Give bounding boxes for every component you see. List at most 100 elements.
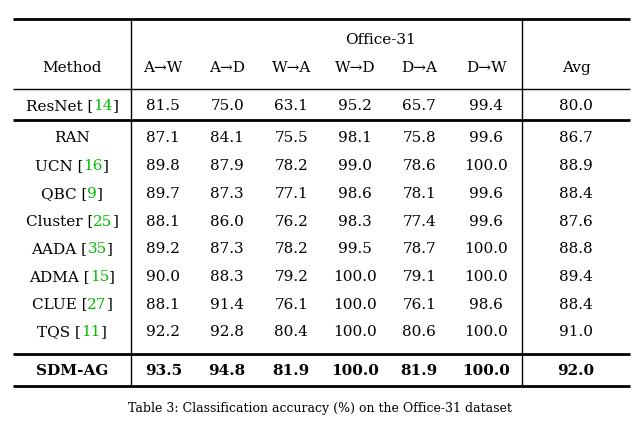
Text: 88.1: 88.1	[147, 298, 180, 311]
Text: 78.2: 78.2	[275, 159, 308, 173]
Text: SDM-AG: SDM-AG	[36, 364, 108, 377]
Text: ADMA [: ADMA [	[29, 270, 90, 284]
Text: ResNet [: ResNet [	[26, 99, 93, 112]
Text: Avg: Avg	[562, 61, 590, 75]
Text: D→W: D→W	[466, 61, 507, 75]
Text: 79.1: 79.1	[403, 270, 436, 284]
Text: 87.1: 87.1	[147, 132, 180, 145]
Text: 98.6: 98.6	[470, 298, 503, 311]
Text: CLUE [: CLUE [	[31, 298, 87, 311]
Text: 78.2: 78.2	[275, 242, 308, 256]
Text: 77.1: 77.1	[275, 187, 308, 201]
Text: W→D: W→D	[335, 61, 376, 75]
Text: 99.6: 99.6	[469, 132, 504, 145]
Text: 84.1: 84.1	[211, 132, 244, 145]
Text: 89.8: 89.8	[147, 159, 180, 173]
Text: 89.4: 89.4	[559, 270, 593, 284]
Text: 16: 16	[84, 159, 103, 173]
Text: 75.5: 75.5	[275, 132, 308, 145]
Text: 76.2: 76.2	[275, 215, 308, 228]
Text: 98.1: 98.1	[339, 132, 372, 145]
Text: 78.7: 78.7	[403, 242, 436, 256]
Text: 99.6: 99.6	[469, 187, 504, 201]
Text: UCN [: UCN [	[35, 159, 84, 173]
Text: D→A: D→A	[401, 61, 437, 75]
Text: 99.6: 99.6	[469, 215, 504, 228]
Text: 87.9: 87.9	[211, 159, 244, 173]
Text: 81.9: 81.9	[273, 364, 310, 377]
Text: 88.3: 88.3	[211, 270, 244, 284]
Text: 100.0: 100.0	[463, 364, 510, 377]
Text: 81.5: 81.5	[147, 99, 180, 112]
Text: 75.8: 75.8	[403, 132, 436, 145]
Text: 100.0: 100.0	[333, 298, 377, 311]
Text: QBC [: QBC [	[41, 187, 88, 201]
Text: 92.8: 92.8	[211, 325, 244, 339]
Text: 87.3: 87.3	[211, 242, 244, 256]
Text: 63.1: 63.1	[275, 99, 308, 112]
Text: A→W: A→W	[143, 61, 183, 75]
Text: 11: 11	[81, 325, 100, 339]
Text: 89.7: 89.7	[147, 187, 180, 201]
Text: 88.8: 88.8	[559, 242, 593, 256]
Text: 100.0: 100.0	[465, 325, 508, 339]
Text: Table 3: Classification accuracy (%) on the Office-31 dataset: Table 3: Classification accuracy (%) on …	[128, 402, 512, 414]
Text: A→D: A→D	[209, 61, 245, 75]
Text: 65.7: 65.7	[403, 99, 436, 112]
Text: 81.9: 81.9	[401, 364, 438, 377]
Text: ]: ]	[113, 99, 118, 112]
Text: 100.0: 100.0	[333, 270, 377, 284]
Text: Office-31: Office-31	[346, 34, 416, 47]
Text: 92.0: 92.0	[557, 364, 595, 377]
Text: 88.4: 88.4	[559, 187, 593, 201]
Text: 86.7: 86.7	[559, 132, 593, 145]
Text: ]: ]	[103, 159, 109, 173]
Text: 91.4: 91.4	[210, 298, 244, 311]
Text: 88.9: 88.9	[559, 159, 593, 173]
Text: W→A: W→A	[271, 61, 311, 75]
Text: ]: ]	[107, 242, 113, 256]
Text: ]: ]	[97, 187, 103, 201]
Text: 100.0: 100.0	[465, 159, 508, 173]
Text: 99.0: 99.0	[338, 159, 372, 173]
Text: 77.4: 77.4	[403, 215, 436, 228]
Text: 89.2: 89.2	[147, 242, 180, 256]
Text: 94.8: 94.8	[209, 364, 246, 377]
Text: AADA [: AADA [	[31, 242, 88, 256]
Text: RAN: RAN	[54, 132, 90, 145]
Text: 99.5: 99.5	[339, 242, 372, 256]
Text: 80.6: 80.6	[403, 325, 436, 339]
Text: 79.2: 79.2	[275, 270, 308, 284]
Text: 92.2: 92.2	[146, 325, 180, 339]
Text: 91.0: 91.0	[559, 325, 593, 339]
Text: 80.0: 80.0	[559, 99, 593, 112]
Text: 93.5: 93.5	[145, 364, 182, 377]
Text: TQS [: TQS [	[37, 325, 81, 339]
Text: Method: Method	[42, 61, 102, 75]
Text: Cluster [: Cluster [	[26, 215, 93, 228]
Text: 98.3: 98.3	[339, 215, 372, 228]
Text: ]: ]	[109, 270, 115, 284]
Text: 100.0: 100.0	[465, 270, 508, 284]
Text: 25: 25	[93, 215, 113, 228]
Text: 75.0: 75.0	[211, 99, 244, 112]
Text: 78.6: 78.6	[403, 159, 436, 173]
Text: 76.1: 76.1	[403, 298, 436, 311]
Text: 78.1: 78.1	[403, 187, 436, 201]
Text: 9: 9	[88, 187, 97, 201]
Text: 88.4: 88.4	[559, 298, 593, 311]
Text: 100.0: 100.0	[465, 242, 508, 256]
Text: 86.0: 86.0	[211, 215, 244, 228]
Text: 99.4: 99.4	[469, 99, 504, 112]
Text: 87.3: 87.3	[211, 187, 244, 201]
Text: 14: 14	[93, 99, 113, 112]
Text: 98.6: 98.6	[339, 187, 372, 201]
Text: 87.6: 87.6	[559, 215, 593, 228]
Text: 100.0: 100.0	[333, 325, 377, 339]
Text: 100.0: 100.0	[332, 364, 379, 377]
Text: 88.1: 88.1	[147, 215, 180, 228]
Text: 95.2: 95.2	[339, 99, 372, 112]
Text: ]: ]	[113, 215, 118, 228]
Text: 90.0: 90.0	[146, 270, 180, 284]
Text: 27: 27	[87, 298, 107, 311]
